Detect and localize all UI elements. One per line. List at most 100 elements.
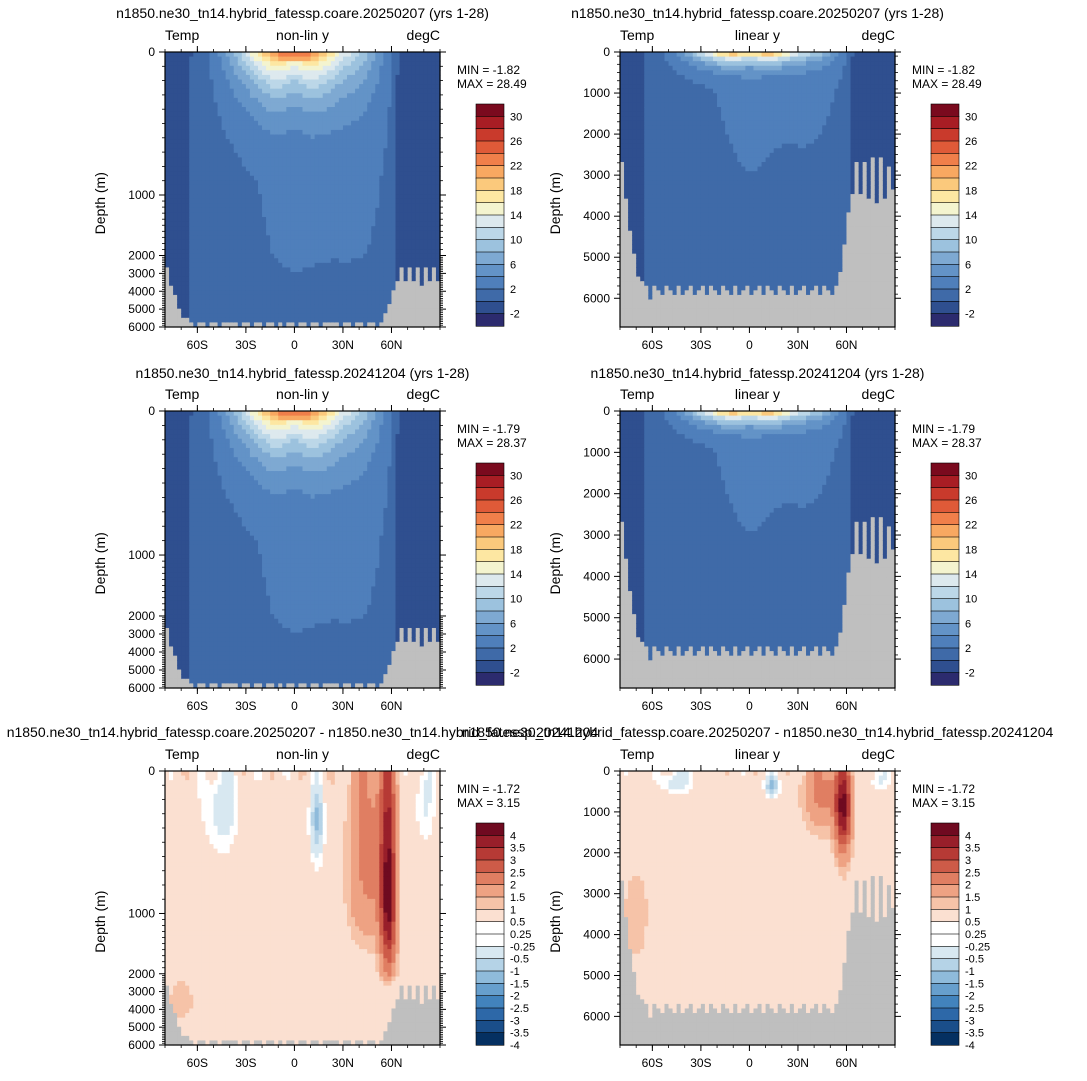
- field-cell: [327, 217, 332, 222]
- field-cell: [165, 267, 170, 272]
- field-cell: [660, 290, 665, 295]
- field-cell: [250, 144, 255, 149]
- field-cell: [226, 290, 231, 295]
- field-cell: [648, 70, 653, 75]
- field-cell: [197, 185, 202, 190]
- field-cell: [387, 258, 392, 263]
- field-cell: [307, 249, 312, 254]
- field-cell: [428, 157, 433, 162]
- field-cell: [209, 272, 214, 277]
- field-cell: [205, 300, 210, 305]
- field-cell: [250, 199, 255, 204]
- field-cell: [250, 231, 255, 236]
- field-cell: [375, 199, 380, 204]
- field-cell: [412, 61, 417, 66]
- field-cell: [197, 135, 202, 140]
- field-cell: [371, 304, 376, 309]
- field-cell: [379, 75, 384, 80]
- field-cell: [205, 313, 210, 318]
- field-cell: [428, 180, 433, 185]
- field-cell: [294, 240, 299, 245]
- field-cell: [383, 235, 388, 240]
- field-cell: [648, 295, 653, 300]
- field-cell: [335, 171, 340, 176]
- field-cell: [181, 281, 186, 286]
- field-cell: [311, 167, 316, 172]
- field-cell: [363, 148, 368, 153]
- field-cell: [416, 194, 421, 199]
- field-cell: [396, 75, 401, 80]
- field-cell: [218, 93, 223, 98]
- field-cell: [432, 300, 437, 305]
- field-cell: [664, 84, 669, 89]
- field-cell: [636, 217, 641, 222]
- field-cell: [624, 98, 629, 103]
- field-cell: [628, 281, 633, 286]
- field-cell: [327, 190, 332, 195]
- field-cell: [404, 290, 409, 295]
- field-cell: [359, 144, 364, 149]
- field-cell: [391, 102, 396, 107]
- field-cell: [412, 52, 417, 57]
- field-cell: [648, 125, 653, 130]
- field-cell: [331, 66, 336, 71]
- field-cell: [620, 222, 625, 227]
- field-cell: [238, 130, 243, 135]
- field-cell: [214, 254, 219, 259]
- field-cell: [620, 254, 625, 259]
- colorbar-box: [476, 227, 504, 240]
- field-cell: [226, 231, 231, 236]
- field-cell: [367, 121, 372, 126]
- field-cell: [335, 290, 340, 295]
- field-cell: [254, 258, 259, 263]
- field-cell: [307, 107, 312, 112]
- field-cell: [363, 190, 368, 195]
- field-cell: [258, 180, 263, 185]
- field-cell: [173, 89, 178, 94]
- field-cell: [185, 272, 190, 277]
- field-cell: [238, 185, 243, 190]
- field-cell: [371, 281, 376, 286]
- field-cell: [303, 304, 308, 309]
- field-cell: [396, 318, 401, 323]
- field-cell: [363, 309, 368, 314]
- field-cell: [428, 116, 433, 121]
- field-cell: [165, 199, 170, 204]
- field-cell: [323, 190, 328, 195]
- field-cell: [640, 102, 645, 107]
- field-cell: [656, 171, 661, 176]
- field-cell: [335, 190, 340, 195]
- field-cell: [246, 157, 251, 162]
- field-cell: [327, 290, 332, 295]
- field-cell: [359, 66, 364, 71]
- field-cell: [185, 190, 190, 195]
- field-cell: [656, 254, 661, 259]
- field-cell: [648, 185, 653, 190]
- field-cell: [331, 254, 336, 259]
- field-cell: [387, 281, 392, 286]
- field-cell: [327, 208, 332, 213]
- field-cell: [238, 258, 243, 263]
- field-cell: [205, 249, 210, 254]
- field-cell: [274, 217, 279, 222]
- field-cell: [311, 185, 316, 190]
- field-cell: [185, 75, 190, 80]
- field-cell: [173, 121, 178, 126]
- field-cell: [347, 125, 352, 130]
- field-cell: [201, 139, 206, 144]
- field-cell: [286, 263, 291, 268]
- colorbar-box: [476, 314, 504, 327]
- field-cell: [387, 61, 392, 66]
- field-cell: [238, 309, 243, 314]
- field-cell: [266, 75, 271, 80]
- field-cell: [416, 318, 421, 323]
- field-cell: [391, 240, 396, 245]
- field-cell: [375, 300, 380, 305]
- field-cell: [432, 162, 437, 167]
- field-cell: [286, 245, 291, 250]
- field-cell: [652, 281, 657, 286]
- field-cell: [189, 226, 194, 231]
- field-cell: [258, 89, 263, 94]
- field-cell: [400, 180, 405, 185]
- field-cell: [404, 93, 409, 98]
